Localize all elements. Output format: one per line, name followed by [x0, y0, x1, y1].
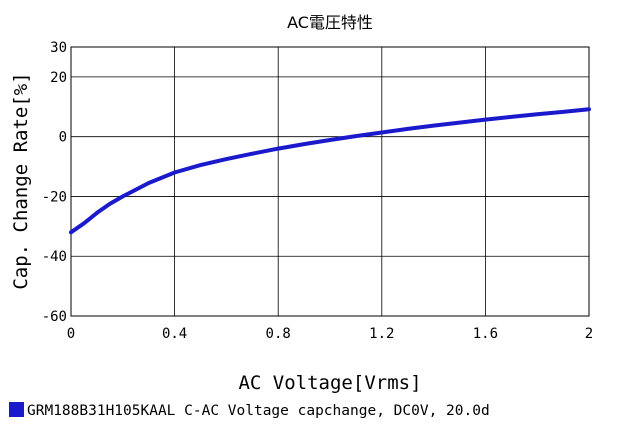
- chart-title: AC電圧特性: [287, 13, 373, 32]
- legend-swatch: [9, 402, 24, 417]
- x-tick-label: 0: [67, 326, 75, 342]
- legend: GRM188B31H105KAAL C-AC Voltage capchange…: [9, 402, 490, 419]
- x-tick-label: 0.8: [266, 326, 291, 342]
- y-tick-label: 0: [59, 130, 67, 146]
- x-tick-label: 1.6: [473, 326, 498, 342]
- x-tick-label: 0.4: [162, 326, 187, 342]
- y-tick-label: 30: [50, 40, 67, 56]
- y-tick-label: -40: [42, 249, 67, 265]
- y-tick-label: -20: [42, 189, 67, 205]
- y-tick-label: 20: [50, 70, 67, 86]
- x-axis-title: AC Voltage[Vrms]: [238, 372, 421, 394]
- x-tick-label: 1.2: [369, 326, 394, 342]
- y-tick-label: -60: [42, 309, 67, 325]
- x-tick-labels: 0 0.4 0.8 1.2 1.6 2: [67, 326, 593, 342]
- y-tick-labels: -60 -40 -20 0 20 30: [42, 40, 67, 325]
- series-layer: [69, 107, 591, 235]
- legend-label: GRM188B31H105KAAL C-AC Voltage capchange…: [27, 403, 490, 419]
- y-axis-title: Cap. Change Rate[%]: [10, 72, 32, 289]
- x-tick-label: 2: [585, 326, 593, 342]
- plot-area: [70, 46, 590, 317]
- series-line: [69, 107, 591, 235]
